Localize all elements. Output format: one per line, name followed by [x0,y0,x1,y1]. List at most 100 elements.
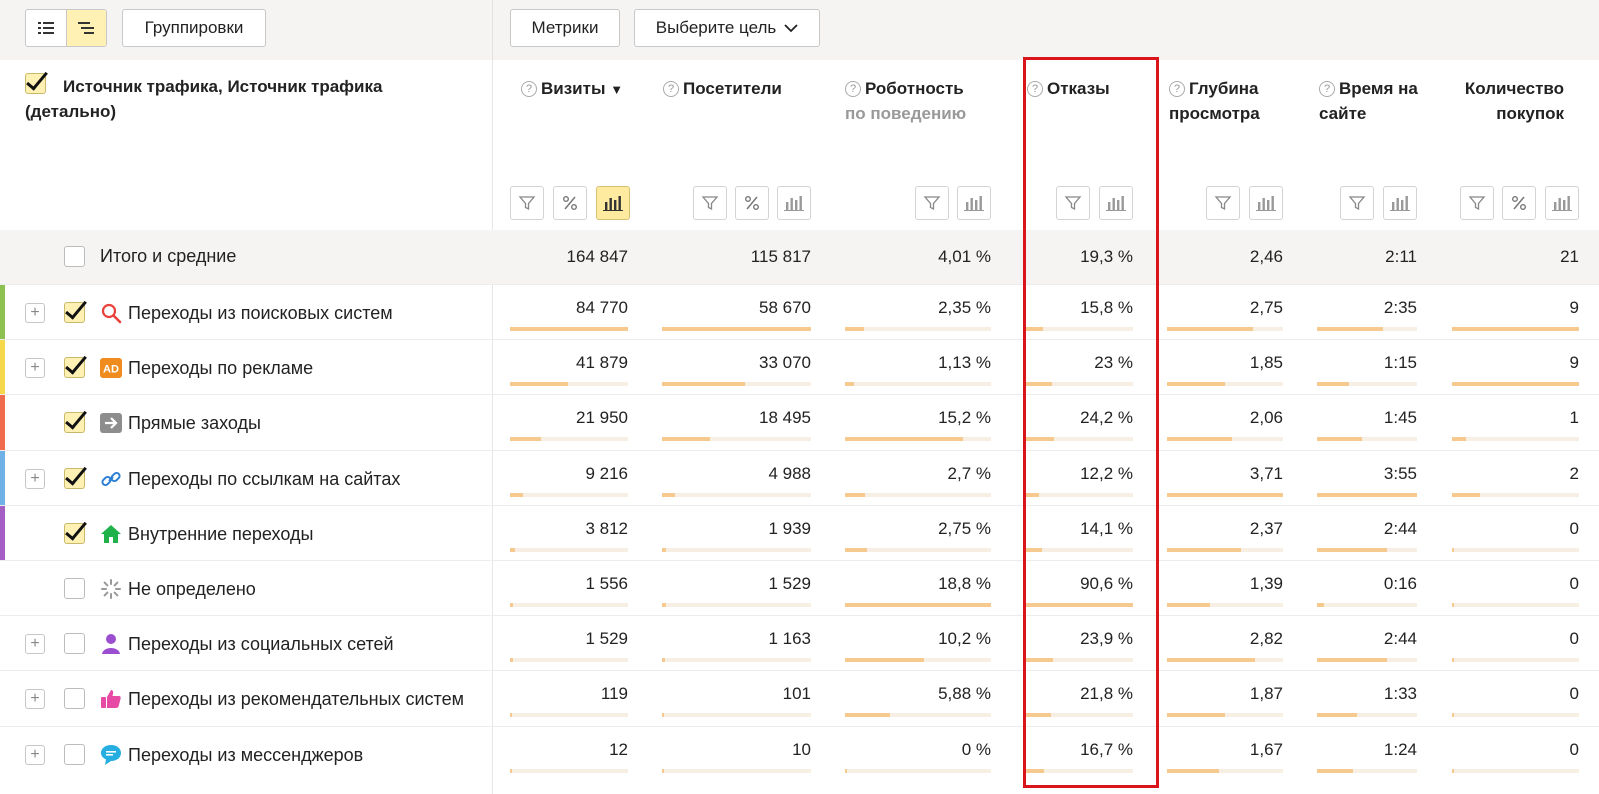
value-bar [1452,547,1579,552]
row-label[interactable]: Не определено [128,579,256,599]
bar-chart-icon [1552,196,1572,211]
value-bar-fill [1317,492,1417,497]
bar-chart-icon [603,196,623,211]
row-label[interactable]: Переходы из социальных сетей [128,634,394,655]
row-label[interactable]: Переходы из рекомендательных систем [128,689,464,710]
bounces-filter-button[interactable] [1056,186,1090,220]
column-header-visitors[interactable]: ? Посетители [663,76,782,101]
column-header-robots[interactable]: ? Роботность по поведению [845,79,967,123]
time-chart-button[interactable] [1383,186,1417,220]
row-checkbox[interactable] [64,633,85,655]
visitors-chart-button[interactable] [777,186,811,220]
row-label[interactable]: Прямые заходы [128,413,261,434]
table-row[interactable]: + Переходы по ссылкам на сайтах 9 216 4 988… [0,449,1599,506]
row-value: 1 [1569,408,1579,428]
expand-row-button[interactable]: + [25,468,45,489]
row-value: 0 [1569,574,1579,593]
visitors-percent-button[interactable] [735,186,769,220]
totals-value: 164 847 [566,247,628,266]
thumbs-up-icon [100,688,122,710]
list-view-button[interactable] [26,10,66,46]
purchases-percent-button[interactable] [1502,186,1536,220]
help-icon[interactable]: ? [845,81,861,97]
row-checkbox[interactable] [64,578,85,599]
column-header-time[interactable]: ? Время на сайте [1319,79,1418,123]
row-value: 2,75 % [938,518,991,538]
row-value: 1 556 [585,574,628,593]
robots-filter-button[interactable] [915,186,949,220]
filter-icon [1348,196,1366,211]
tree-view-button[interactable] [65,10,106,46]
value-bar [1025,492,1133,497]
table-row[interactable]: Не определено 1 556 1 529 18,8 % 90,6 % 1,39 0… [0,560,1599,615]
expand-row-button[interactable]: + [25,303,45,323]
bar-chart-icon [964,196,984,211]
row-checkbox[interactable] [64,688,85,710]
table-row[interactable]: Внутренние переходы 3 812 1 939 2,75 % 14,1 … [0,504,1599,561]
help-icon[interactable]: ? [1319,81,1335,97]
row-checkbox[interactable] [64,743,85,765]
row-checkbox[interactable] [64,412,85,434]
help-icon[interactable]: ? [1027,81,1043,97]
filter-icon [518,196,536,211]
value-bar-fill [662,547,667,552]
value-bar-fill [510,547,515,552]
visitors-filter-button[interactable] [693,186,727,220]
row-value: 84 770 [576,298,628,317]
visits-chart-button[interactable] [596,186,630,220]
value-bar-fill [1167,492,1283,497]
value-bar-fill [1025,382,1052,387]
table-row[interactable]: + AD Переходы по рекламе 41 879 33 070 1,13 %… [0,339,1599,396]
tree-icon [78,22,95,34]
value-bar-fill [662,658,665,663]
column-header-visits[interactable]: ? Визиты ▼ [521,76,623,102]
help-icon[interactable]: ? [521,81,537,97]
row-label[interactable]: Переходы из поисковых систем [128,303,393,323]
metrics-button[interactable]: Метрики [510,9,620,47]
row-value: 41 879 [576,353,628,373]
row-label[interactable]: Переходы из мессенджеров [128,744,364,765]
row-checkbox[interactable] [64,467,85,489]
totals-checkbox[interactable] [64,246,85,267]
value-bar [1452,603,1579,607]
sort-desc-icon: ▼ [610,82,624,97]
select-all-checkbox[interactable] [25,73,46,94]
table-row[interactable]: Прямые заходы 21 950 18 495 15,2 % 24,2 % 2,0… [0,394,1599,451]
column-header-depth[interactable]: ? Глубина просмотра [1169,79,1260,123]
svg-text:AD: AD [103,364,119,376]
time-filter-button[interactable] [1340,186,1374,220]
row-value: 1,13 % [938,353,991,373]
table-row[interactable]: + Переходы из рекомендательных систем 119 1… [0,670,1599,725]
row-checkbox[interactable] [64,357,85,379]
purchases-filter-button[interactable] [1460,186,1494,220]
help-icon[interactable]: ? [663,81,679,97]
depth-chart-button[interactable] [1249,186,1283,220]
expand-row-button[interactable]: + [25,634,45,655]
totals-label: Итого и средние [100,246,237,266]
robots-chart-button[interactable] [957,186,991,220]
bounces-chart-button[interactable] [1099,186,1133,220]
value-bar [845,327,991,331]
row-label[interactable]: Внутренние переходы [128,523,314,544]
column-header-purchases[interactable]: Количество покупок [1464,79,1564,123]
groupings-button[interactable]: Группировки [122,9,266,47]
row-label[interactable]: Переходы по ссылкам на сайтах [128,468,401,489]
expand-row-button[interactable]: + [25,689,45,710]
column-header-bounces[interactable]: ? Отказы [1027,76,1110,101]
row-label[interactable]: Переходы по рекламе [128,358,314,379]
visits-filter-button[interactable] [510,186,544,220]
purchases-chart-button[interactable] [1545,186,1579,220]
row-checkbox[interactable] [64,302,85,323]
row-value: 1:33 [1383,684,1417,704]
value-bar-fill [1317,713,1357,718]
expand-row-button[interactable]: + [25,744,45,765]
help-icon[interactable]: ? [1169,81,1185,97]
goal-select[interactable]: Выберите цель [634,9,820,47]
table-row[interactable]: + Переходы из мессенджеров 12 10 0 % 16,7 % 1,… [0,725,1599,781]
table-row[interactable]: + Переходы из социальных сетей 1 529 1 163 1… [0,615,1599,670]
row-checkbox[interactable] [64,522,85,544]
table-row[interactable]: + Переходы из поисковых систем 84 770 58 67… [0,284,1599,340]
expand-row-button[interactable]: + [25,358,45,379]
depth-filter-button[interactable] [1206,186,1240,220]
visits-percent-button[interactable] [553,186,587,220]
